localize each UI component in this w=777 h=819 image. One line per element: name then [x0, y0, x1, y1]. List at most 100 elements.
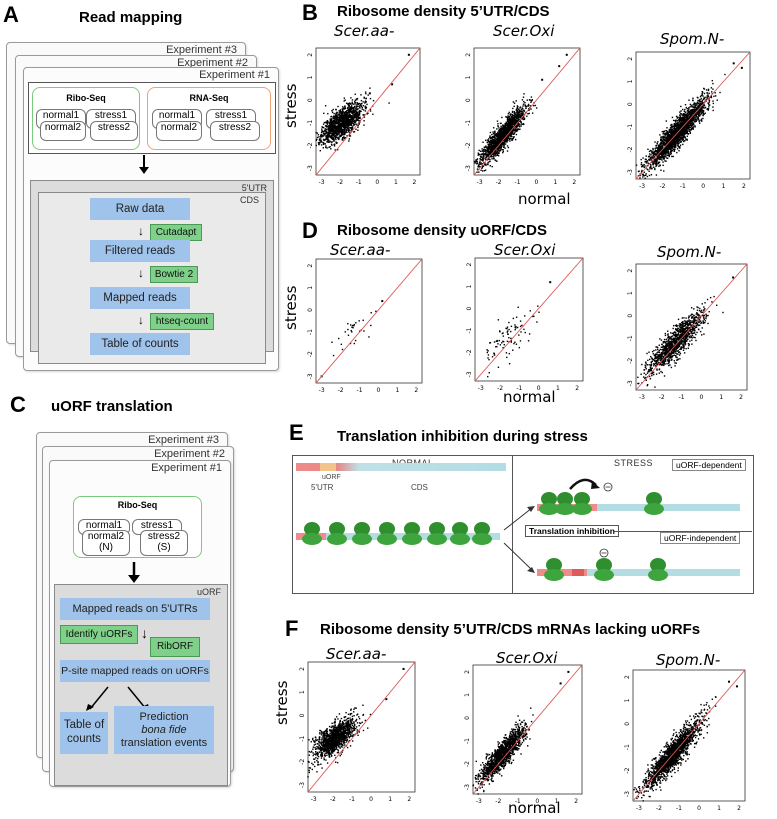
data-point	[666, 134, 668, 136]
data-point	[699, 108, 702, 111]
data-point	[330, 123, 333, 126]
data-point	[362, 319, 364, 321]
data-point	[515, 118, 518, 120]
data-point	[325, 146, 327, 149]
data-point	[486, 349, 488, 351]
data-point	[673, 130, 676, 132]
data-point	[363, 109, 365, 111]
x-tick-label: 1	[395, 387, 399, 394]
data-point	[507, 124, 509, 126]
data-point	[344, 123, 346, 125]
data-point	[667, 157, 669, 160]
data-point	[355, 108, 358, 110]
data-point	[509, 124, 511, 127]
data-point	[671, 150, 674, 152]
data-point	[671, 125, 673, 127]
data-point	[497, 143, 499, 145]
data-point	[673, 137, 675, 140]
data-point	[684, 125, 687, 128]
data-point	[692, 127, 694, 129]
data-point	[495, 140, 497, 143]
data-point	[691, 122, 694, 124]
data-point	[335, 123, 337, 125]
arrow-glyph: ↓	[138, 266, 144, 280]
data-point	[357, 113, 360, 115]
data-point	[517, 106, 519, 108]
data-point	[513, 112, 516, 114]
data-point	[482, 149, 484, 152]
data-point	[662, 144, 664, 146]
data-point	[326, 139, 329, 141]
data-point	[683, 119, 686, 121]
data-point	[484, 150, 486, 152]
data-point	[690, 117, 693, 119]
data-point	[681, 114, 683, 116]
data-point	[489, 137, 492, 140]
data-point	[355, 116, 358, 119]
data-point	[661, 151, 663, 153]
data-point	[348, 102, 351, 105]
data-point	[504, 132, 507, 134]
data-point	[506, 150, 509, 152]
data-point	[689, 132, 691, 135]
x-tick-label: -2	[659, 183, 665, 190]
data-point	[698, 105, 700, 107]
data-point	[506, 137, 508, 140]
data-point	[333, 119, 335, 122]
data-point	[476, 158, 478, 161]
data-point	[333, 120, 335, 122]
data-point	[508, 138, 511, 141]
data-point	[324, 129, 326, 131]
data-point	[649, 166, 652, 169]
data-point	[499, 130, 501, 132]
data-point	[503, 143, 505, 145]
data-point	[338, 121, 341, 123]
data-point	[514, 341, 516, 343]
data-point	[346, 107, 349, 110]
data-point	[338, 133, 341, 135]
panel-title-d: Ribosome density uORF/CDS	[337, 222, 548, 239]
data-point	[325, 136, 327, 138]
tool-bowtie2: Bowtie 2	[150, 266, 198, 283]
data-point	[346, 103, 349, 105]
data-point	[699, 103, 701, 105]
data-point	[668, 128, 671, 131]
prediction-line3: translation events	[120, 737, 208, 749]
data-point	[369, 108, 372, 111]
data-point	[691, 120, 693, 122]
data-point	[354, 99, 357, 101]
data-point	[667, 138, 670, 140]
data-point	[360, 99, 363, 102]
data-point	[660, 136, 662, 138]
data-point	[707, 89, 710, 92]
y-tick-label: 0	[307, 308, 314, 312]
data-point	[677, 143, 679, 145]
data-point	[668, 133, 671, 136]
data-point	[686, 139, 689, 141]
y-tick-label: -3	[466, 371, 473, 377]
data-point	[333, 131, 336, 133]
data-point	[508, 129, 511, 132]
data-point	[351, 129, 353, 131]
data-point	[505, 127, 507, 129]
data-point	[351, 127, 353, 129]
data-point	[486, 141, 489, 144]
data-point	[332, 136, 335, 139]
data-point	[510, 134, 512, 136]
data-point	[357, 126, 359, 128]
data-point	[701, 109, 703, 111]
data-point	[344, 114, 347, 117]
data-point	[517, 128, 519, 130]
data-point	[487, 153, 489, 155]
data-point	[699, 110, 701, 112]
data-point	[508, 121, 510, 124]
data-point	[345, 119, 348, 121]
data-point	[654, 168, 656, 171]
x-tick-label: -1	[680, 183, 686, 190]
data-point	[503, 139, 505, 141]
data-point	[671, 123, 673, 126]
y-tick-label: -2	[627, 146, 634, 152]
data-point	[343, 113, 345, 115]
data-point	[517, 116, 520, 119]
data-point	[353, 120, 356, 122]
